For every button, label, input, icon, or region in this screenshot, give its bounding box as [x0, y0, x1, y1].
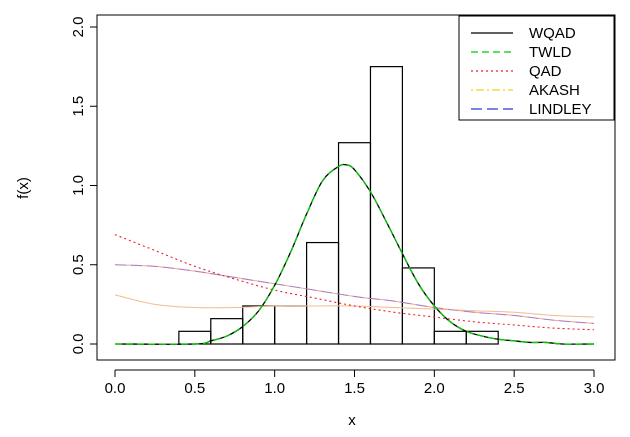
legend: WQAD TWLD QAD AKASH LINDLEY	[458, 15, 615, 121]
series-line-qad	[114, 234, 595, 331]
overlay-curve-0	[114, 264, 595, 324]
legend-label-qad: QAD	[529, 63, 562, 80]
legend-label-wqad: WQAD	[529, 25, 576, 42]
x-tick-label-1: 0.5	[184, 380, 205, 397]
x-tick-label-4: 2.0	[424, 380, 445, 397]
legend-label-twld: TWLD	[529, 44, 572, 61]
x-tick-label-3: 1.5	[344, 380, 365, 397]
x-tick-label-5: 2.5	[504, 380, 525, 397]
y-axis: 0.0 0.5 1.0 1.5 2.0	[70, 17, 98, 355]
legend-label-lindley: LINDLEY	[529, 101, 592, 118]
histogram-bar-6	[369, 66, 404, 345]
y-tick-label-3: 1.5	[70, 96, 87, 117]
y-tick-label-2: 1.0	[70, 175, 87, 196]
x-tick-label-0: 0.0	[105, 380, 126, 397]
x-tick-label-2: 1.0	[264, 380, 285, 397]
x-tick-label-6: 3.0	[584, 380, 605, 397]
y-tick-label-4: 2.0	[70, 17, 87, 38]
histogram-bar-9	[465, 330, 499, 345]
x-axis-title: x	[348, 412, 356, 429]
y-tick-label-1: 0.5	[70, 254, 87, 275]
density-curves	[114, 163, 595, 345]
x-axis: 0.0 0.5 1.0 1.5 2.0 2.5 3.0	[105, 369, 605, 397]
series-line-lindley	[114, 264, 595, 324]
y-axis-title: f(x)	[15, 177, 32, 199]
y-tick-label-0: 0.0	[70, 334, 87, 355]
series-line-twld	[114, 163, 595, 345]
legend-label-akash: AKASH	[529, 82, 580, 99]
